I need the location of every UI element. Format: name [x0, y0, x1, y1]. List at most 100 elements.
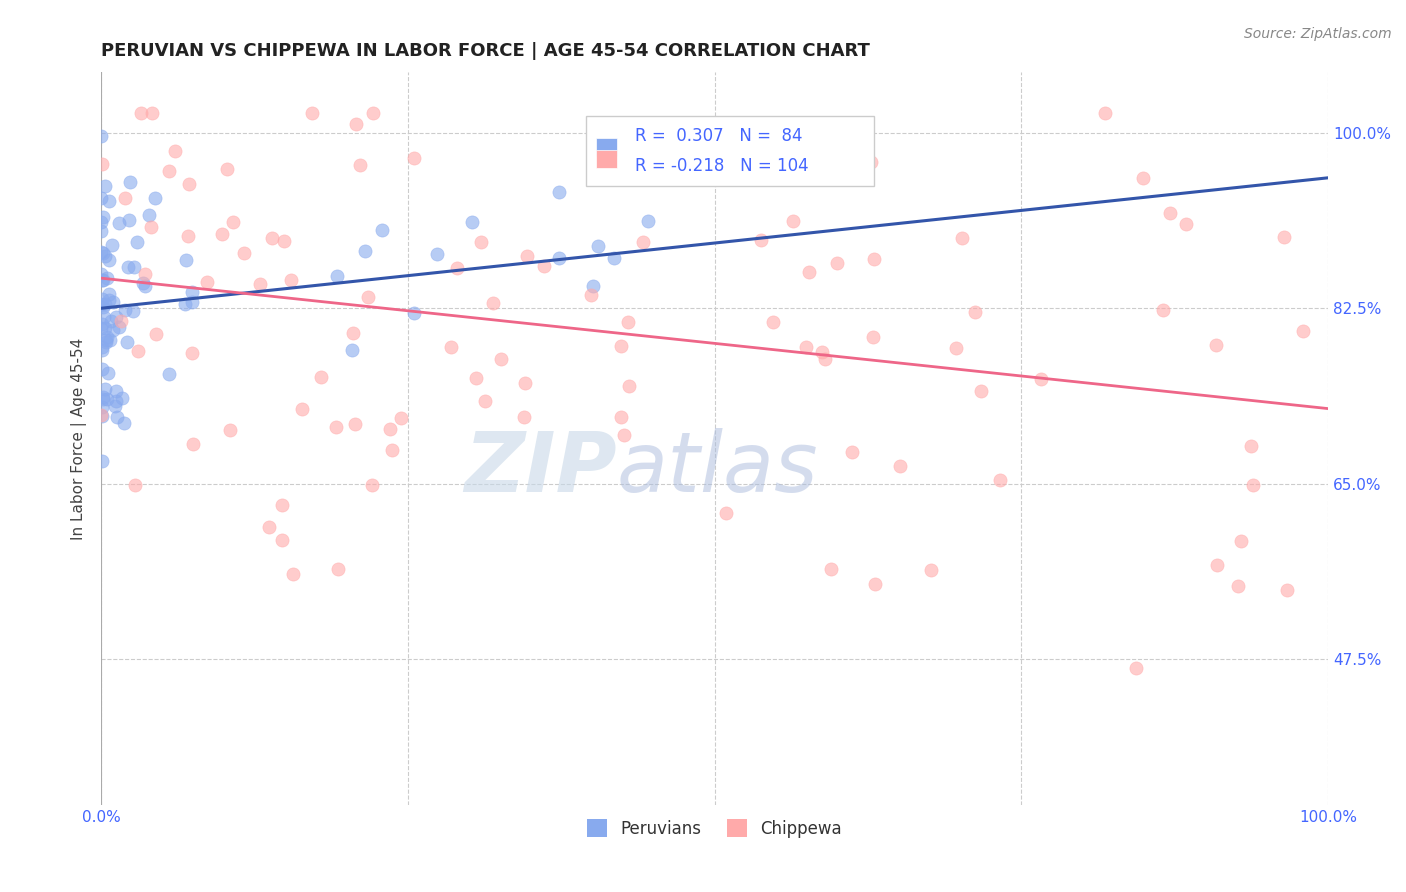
Point — [221, 215, 243, 229]
Point — [637, 214, 659, 228]
Point — [97, 366, 120, 380]
Point — [863, 577, 886, 591]
Point — [107, 320, 129, 334]
Point — [271, 498, 294, 512]
Point — [1152, 302, 1174, 317]
Point — [120, 175, 142, 189]
Point — [115, 334, 138, 349]
Point — [988, 473, 1011, 487]
Point — [176, 253, 198, 268]
Point — [98, 286, 121, 301]
Point — [91, 409, 114, 424]
Point — [325, 420, 347, 434]
Bar — [596, 138, 617, 156]
Point — [349, 158, 371, 172]
Point — [371, 223, 394, 237]
Point — [211, 227, 233, 242]
Point — [841, 445, 863, 459]
Point — [96, 271, 118, 285]
Bar — [596, 150, 617, 168]
Point — [291, 401, 314, 416]
Point — [101, 237, 124, 252]
Point — [91, 453, 114, 467]
Point — [889, 459, 911, 474]
Point — [820, 562, 842, 576]
Point — [112, 416, 135, 430]
Point — [751, 233, 773, 247]
Point — [163, 144, 186, 158]
Point — [344, 117, 367, 131]
Point — [797, 265, 820, 279]
Point — [90, 340, 112, 354]
Point — [219, 423, 242, 437]
Point — [814, 351, 837, 366]
Point — [96, 392, 118, 407]
Point — [104, 393, 127, 408]
Text: atlas: atlas — [616, 427, 818, 508]
Point — [283, 567, 305, 582]
Point — [1174, 217, 1197, 231]
Point — [825, 256, 848, 270]
Point — [474, 393, 496, 408]
Point — [180, 294, 202, 309]
Point — [378, 422, 401, 436]
Point — [90, 223, 112, 237]
Point — [91, 273, 114, 287]
Point — [344, 417, 367, 431]
Point — [90, 321, 112, 335]
Point — [862, 252, 884, 267]
Point — [91, 273, 114, 287]
Point — [340, 343, 363, 357]
Point — [91, 292, 114, 306]
Point — [114, 191, 136, 205]
Point — [354, 244, 377, 258]
Point — [90, 362, 112, 376]
Point — [1272, 230, 1295, 244]
Point — [1277, 582, 1299, 597]
Point — [796, 340, 818, 354]
Point — [361, 478, 384, 492]
Point — [389, 411, 412, 425]
Point — [860, 154, 883, 169]
Point — [1159, 205, 1181, 219]
Point — [90, 215, 112, 229]
Point — [94, 249, 117, 263]
Point — [357, 290, 380, 304]
Point — [121, 303, 143, 318]
Point — [257, 520, 280, 534]
Point — [100, 314, 122, 328]
Point — [138, 208, 160, 222]
Point — [90, 297, 112, 311]
Point — [127, 344, 149, 359]
Point — [461, 215, 484, 229]
Point — [533, 259, 555, 273]
Point — [489, 351, 512, 366]
Point — [93, 310, 115, 324]
Point — [811, 345, 834, 359]
Point — [217, 162, 239, 177]
Point — [108, 216, 131, 230]
Point — [105, 409, 128, 424]
Point — [94, 178, 117, 193]
Point — [249, 277, 271, 291]
Point — [145, 327, 167, 342]
Point — [617, 315, 640, 329]
Point — [93, 210, 115, 224]
Point — [139, 220, 162, 235]
Point — [94, 333, 117, 347]
Point — [117, 260, 139, 275]
Point — [1132, 171, 1154, 186]
Point — [94, 297, 117, 311]
Text: R = -0.218   N = 104: R = -0.218 N = 104 — [636, 158, 808, 176]
Point — [110, 314, 132, 328]
Point — [381, 443, 404, 458]
Point — [90, 157, 112, 171]
Point — [94, 382, 117, 396]
Point — [104, 310, 127, 324]
Point — [610, 410, 633, 425]
Point — [125, 235, 148, 249]
Point — [1029, 372, 1052, 386]
Point — [609, 339, 631, 353]
Point — [91, 343, 114, 358]
Point — [1241, 477, 1264, 491]
